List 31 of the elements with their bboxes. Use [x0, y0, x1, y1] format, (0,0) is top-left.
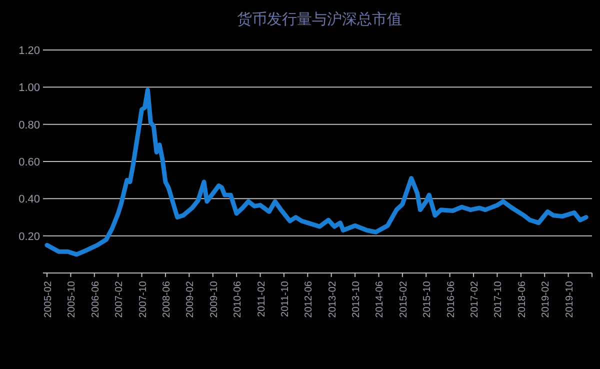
x-tick-label: 2005-02: [43, 280, 54, 318]
x-tick-label: 2011-10: [280, 280, 291, 317]
x-tick-label: 2007-02: [114, 280, 126, 318]
x-tick-label: 2013-02: [327, 280, 338, 318]
x-tick-label: 2019-02: [540, 280, 552, 318]
x-tick-label: 2016-06: [446, 280, 457, 318]
line-series: [44, 88, 588, 257]
chart-title: 货币发行量与沪深总市值: [237, 11, 402, 28]
x-tick-label: 2005-10: [66, 280, 78, 318]
x-tick-label: 2015-10: [422, 280, 434, 318]
y-tick-label: 0.80: [18, 119, 40, 132]
x-tick-label: 2009-02: [185, 280, 196, 318]
x-tick-label: 2008-06: [161, 280, 172, 318]
x-tick-label: 2015-02: [398, 280, 410, 318]
x-tick-label: 2010-06: [232, 280, 244, 318]
x-tick-label: 2011-02: [256, 280, 268, 317]
x-tick-label: 2009-10: [208, 280, 220, 318]
x-tick-label: 2017-10: [493, 280, 504, 318]
y-tick-label: 0.40: [18, 194, 40, 206]
x-tick-label: 2018-06: [516, 280, 528, 318]
x-tick-label: 2014-06: [374, 280, 386, 318]
x-tick-label: 2017-02: [470, 280, 481, 318]
x-tick-label: 2007-10: [138, 280, 149, 318]
y-tick-label: 1.00: [18, 82, 40, 94]
x-tick-label: 2019-10: [564, 280, 576, 318]
y-tick-label: 0.60: [18, 156, 40, 168]
y-tick-label: 0.20: [18, 230, 40, 243]
y-tick-label: 1.20: [18, 45, 40, 57]
x-tick-label: 2006-06: [90, 280, 102, 318]
x-tick-label: 2012-06: [304, 280, 315, 318]
x-tick-label: 2013-10: [351, 280, 362, 318]
